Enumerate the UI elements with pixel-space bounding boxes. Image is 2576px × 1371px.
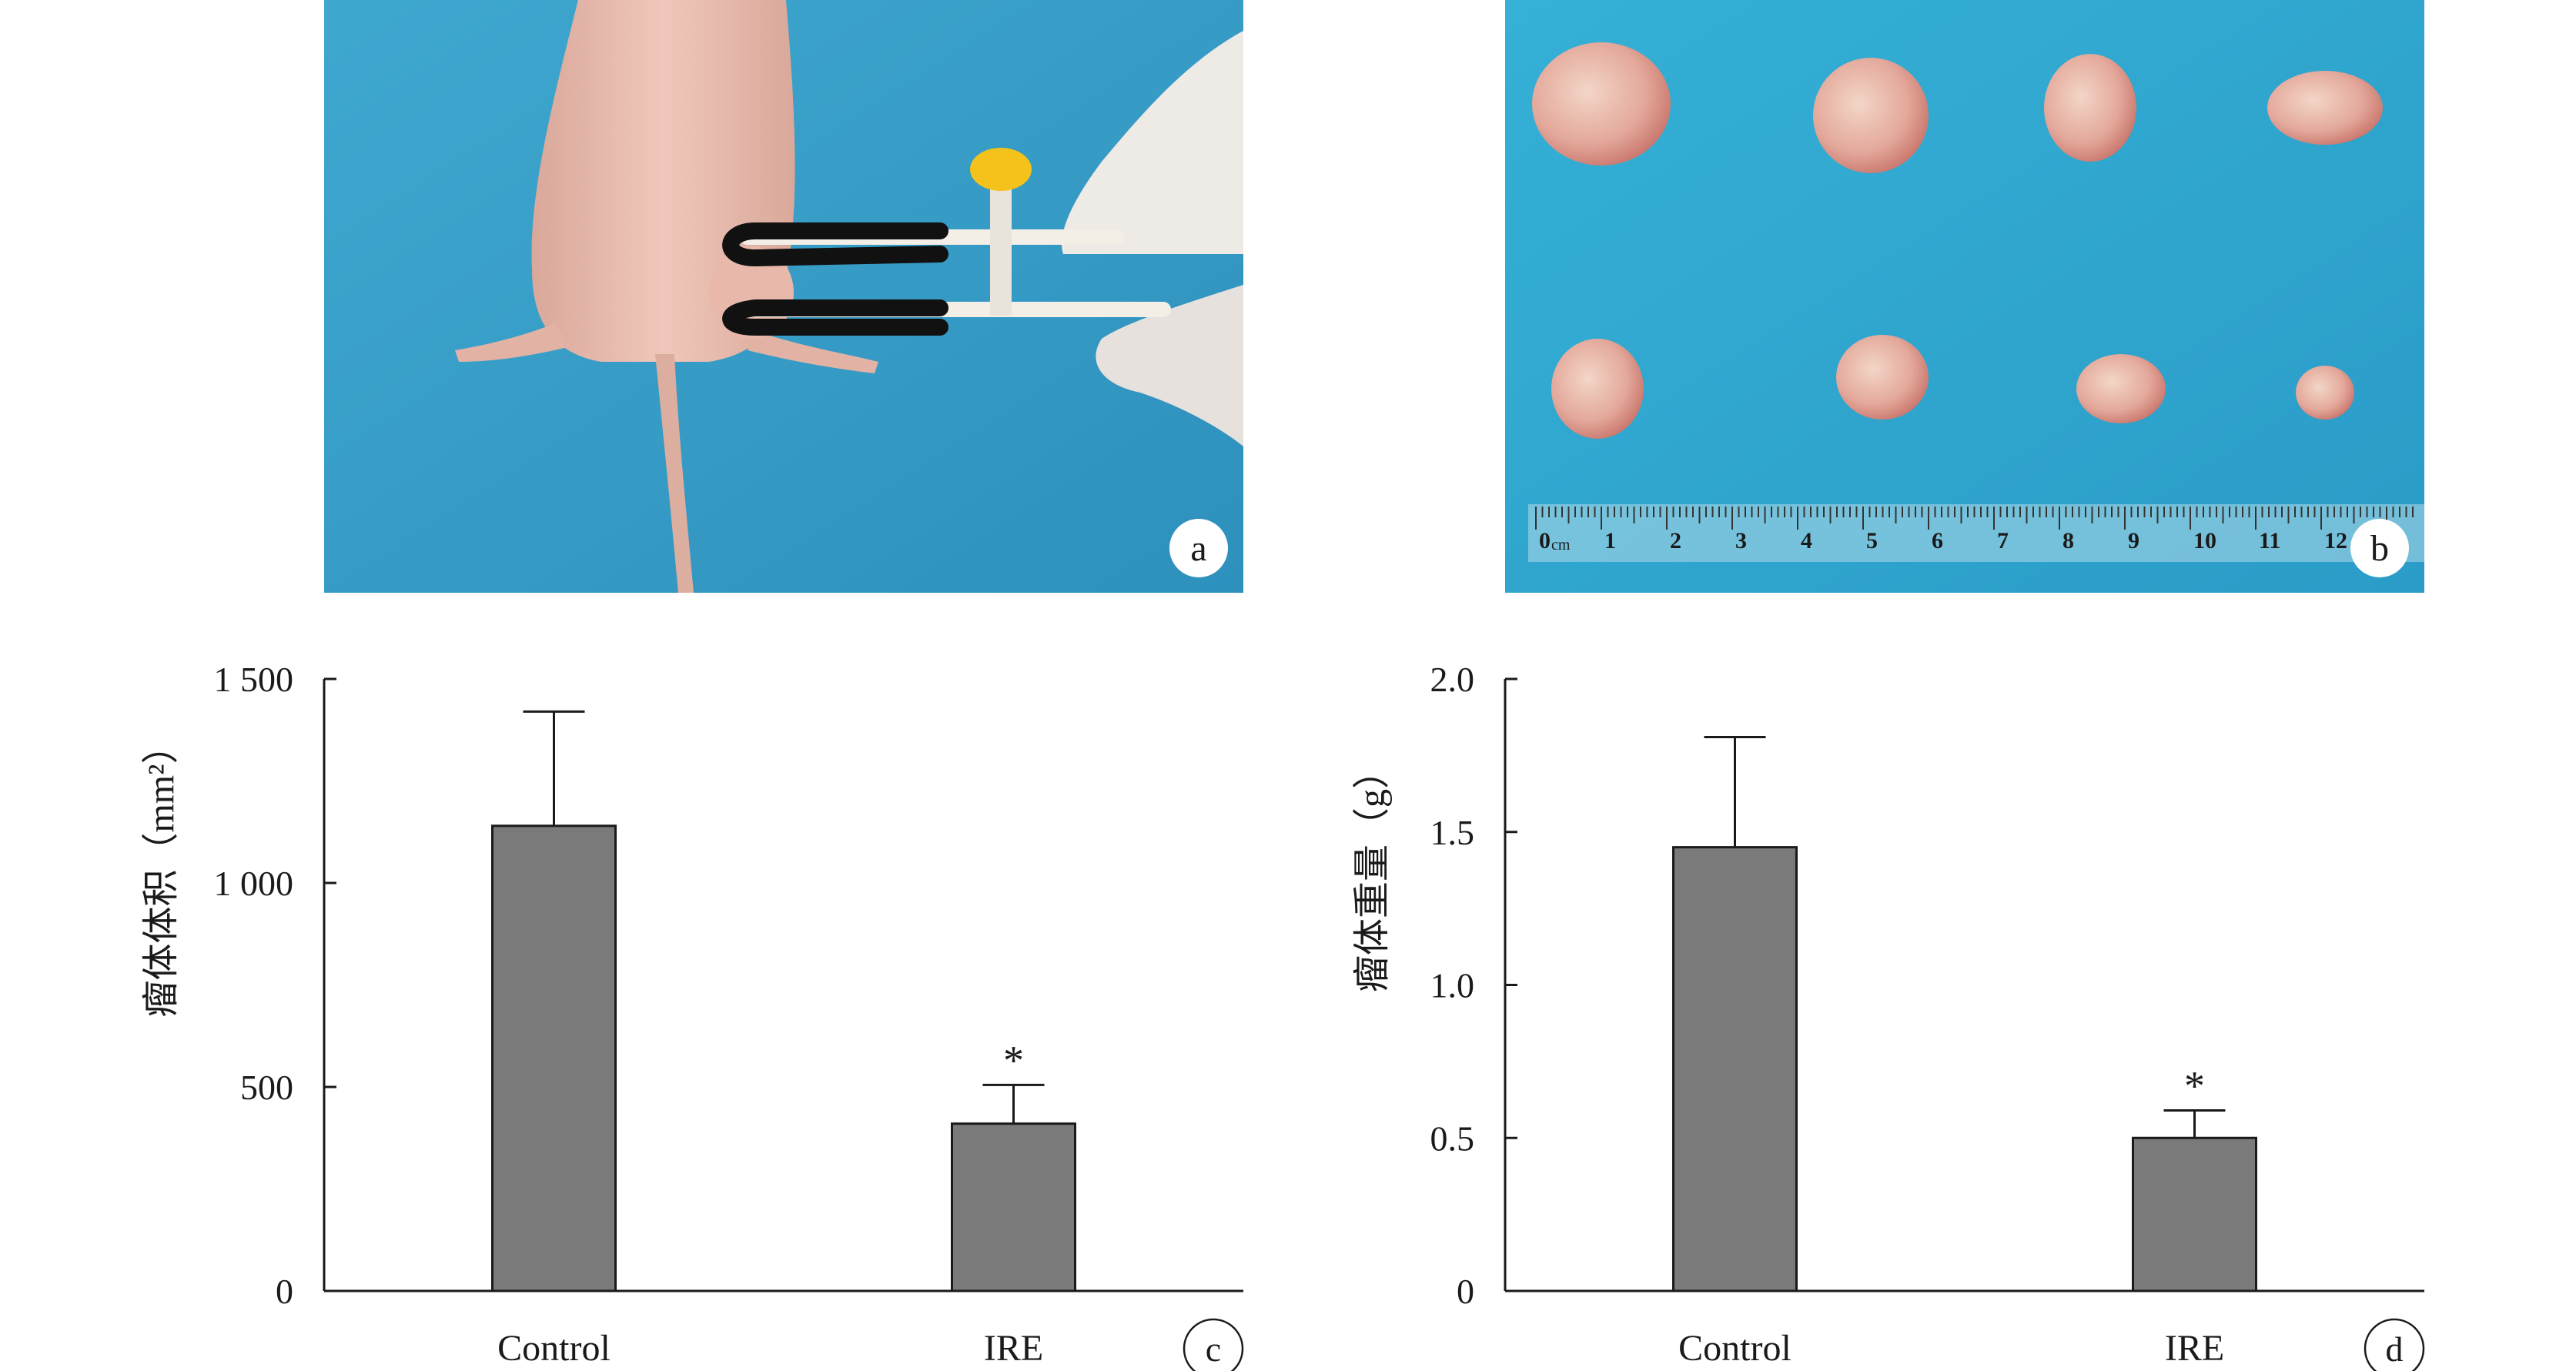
ruler-ticks (1535, 507, 2414, 530)
electrode-clamp (722, 148, 1171, 336)
significance-marker: * (1003, 1037, 1024, 1083)
ruler-number: 9 (2128, 528, 2139, 553)
x-tick-label: Control (497, 1328, 611, 1369)
panel-label-c: c (1183, 1318, 1244, 1371)
x-tick-label: IRE (984, 1328, 1043, 1369)
panel-label-a: a (1169, 519, 1228, 577)
y-tick-label: 0 (1457, 1272, 1474, 1311)
panel-label-d: d (2364, 1318, 2425, 1371)
ruler-number: 0 (1539, 528, 1551, 553)
ruler-number: 1 (1604, 528, 1616, 553)
ruler-number: 10 (2193, 528, 2216, 553)
y-tick-label: 2.0 (1430, 660, 1475, 699)
y-tick-label: 1 500 (214, 660, 294, 699)
tumor (2267, 71, 2383, 145)
chart-marks: 0 0.5 1.0 1.5 2.0 Control IRE * (1430, 660, 2424, 1369)
svg-text:a: a (1190, 528, 1206, 569)
ruler: 0 1 2 3 4 5 6 7 8 9 10 11 12 cm (1528, 504, 2424, 562)
x-tick-label: IRE (2165, 1328, 2224, 1369)
tumor (1836, 335, 1929, 420)
tumor (1551, 339, 1644, 439)
tumor (2044, 54, 2136, 162)
chart-marks: 0 500 1 000 1 500 Control IRE * (214, 660, 1243, 1369)
y-tick-label: 1 000 (214, 864, 294, 903)
y-tick-label: 500 (240, 1068, 293, 1107)
bar (1672, 846, 1798, 1292)
ruler-number: 3 (1735, 528, 1747, 553)
y-tick-label: 1.0 (1430, 966, 1475, 1005)
y-axis-label: 瘤体重量（g） (1352, 752, 1393, 992)
x-tick-label: Control (1678, 1328, 1791, 1369)
tumor (1813, 58, 1929, 173)
bar (491, 824, 617, 1292)
photo-excised-tumors: 0 1 2 3 4 5 6 7 8 9 10 11 12 cm b (1505, 0, 2424, 593)
bar (2132, 1136, 2257, 1292)
chart-tumor-volume: 0 500 1 000 1 500 Control IRE * 瘤体体积（mm²） c (141, 660, 1244, 1371)
ruler-numbers: 0 1 2 3 4 5 6 7 8 9 10 11 12 (1539, 528, 2347, 553)
ruler-number: 6 (1932, 528, 1943, 553)
ruler-number: 2 (1670, 528, 1681, 553)
y-tick-label: 1.5 (1430, 813, 1475, 852)
ruler-number: 5 (1866, 528, 1878, 553)
ruler-unit: cm (1551, 537, 1571, 553)
panel-label-b: b (2350, 519, 2409, 577)
photo-mouse-electrode: a (324, 0, 1243, 593)
gloved-hand (1062, 31, 1243, 254)
svg-text:d: d (2386, 1329, 2404, 1369)
svg-text:c: c (1206, 1329, 1221, 1369)
y-axis-label: 瘤体体积（mm²） (141, 727, 182, 1017)
significance-marker: * (2184, 1062, 2205, 1109)
mouse (455, 0, 878, 593)
chart-tumor-weight: 0 0.5 1.0 1.5 2.0 Control IRE * 瘤体重量（g） d (1352, 660, 2425, 1371)
ruler-number: 4 (1801, 528, 1812, 553)
ruler-number: 7 (1997, 528, 2009, 553)
bar (951, 1122, 1076, 1292)
ruler-number: 11 (2259, 528, 2280, 553)
ruler-number: 12 (2324, 528, 2347, 553)
svg-text:b: b (2370, 528, 2389, 569)
y-tick-label: 0.5 (1430, 1119, 1475, 1158)
tumor (2296, 366, 2354, 420)
y-tick-label: 0 (276, 1272, 293, 1311)
tumor (2076, 354, 2166, 423)
tumor (1532, 42, 1671, 166)
ruler-number: 8 (2062, 528, 2074, 553)
